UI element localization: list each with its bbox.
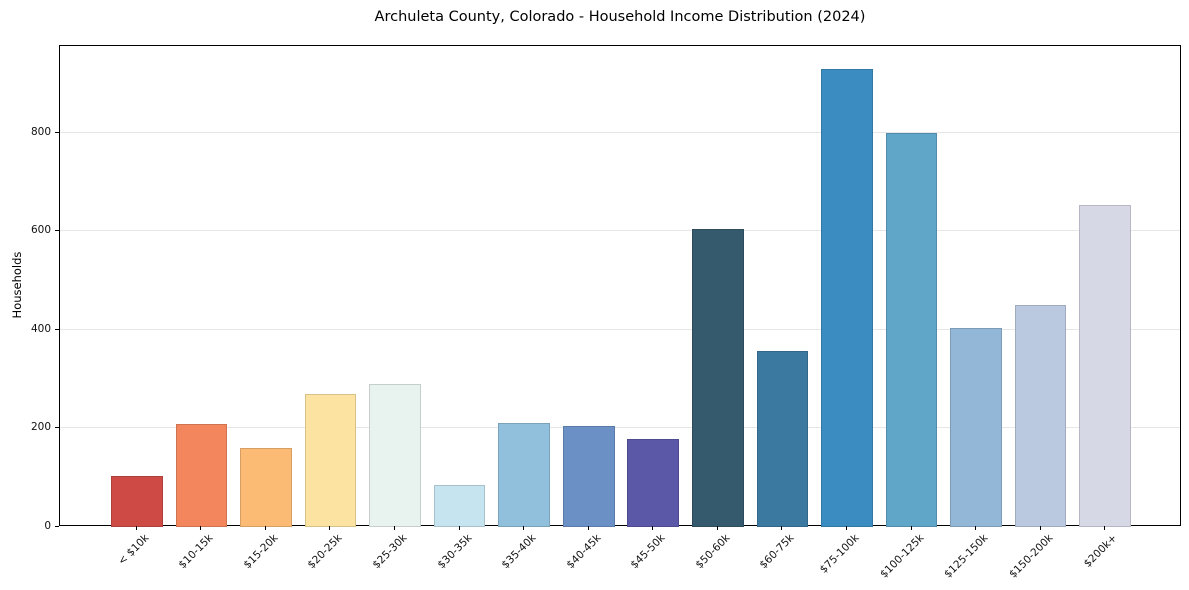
x-tick-mark-7 <box>587 526 589 530</box>
gridline-800 <box>60 131 1180 133</box>
x-tick-mark-13 <box>975 526 977 530</box>
bar-$35-40k <box>498 423 550 527</box>
bar-$30-35k <box>433 484 486 527</box>
gridline-400 <box>60 328 1180 330</box>
y-tick-label-200: 200 <box>30 421 51 434</box>
bar-$150-200k <box>1014 305 1067 527</box>
bar-$45-50k <box>627 438 680 527</box>
bar-< $10k <box>111 476 163 527</box>
bar-$75-100k <box>821 68 873 527</box>
x-tick-mark-8 <box>652 526 654 530</box>
chart-title: Archuleta County, Colorado - Household I… <box>374 9 866 25</box>
bar-$40-45k <box>562 426 615 527</box>
plot-area <box>59 45 1181 527</box>
x-tick-mark-2 <box>264 526 266 530</box>
x-tick-mark-5 <box>458 526 460 530</box>
x-tick-mark-14 <box>1039 526 1041 530</box>
y-tick-mark-400 <box>55 328 59 330</box>
gridline-600 <box>60 230 1180 232</box>
x-tick-mark-4 <box>394 526 396 530</box>
bar-$25-30k <box>369 383 421 527</box>
bar-$50-60k <box>692 229 744 527</box>
x-tick-mark-10 <box>781 526 783 530</box>
x-tick-mark-6 <box>523 526 525 530</box>
bar-$15-20k <box>240 447 292 527</box>
gridline-200 <box>60 427 1180 429</box>
bar-$100-125k <box>885 132 938 527</box>
bar-$20-25k <box>304 394 357 527</box>
x-tick-mark-0 <box>135 526 137 530</box>
bar-$10-15k <box>175 423 228 527</box>
y-tick-mark-200 <box>55 427 59 429</box>
y-tick-mark-800 <box>55 131 59 133</box>
x-tick-mark-11 <box>845 526 847 530</box>
x-tick-mark-15 <box>1104 526 1106 530</box>
bar-$200k+ <box>1079 205 1131 527</box>
y-tick-label-600: 600 <box>30 224 51 237</box>
y-tick-mark-600 <box>55 230 59 232</box>
x-tick-mark-9 <box>716 526 718 530</box>
y-tick-label-400: 400 <box>30 322 51 335</box>
bar-$60-75k <box>756 351 809 527</box>
y-tick-label-800: 800 <box>30 125 51 138</box>
x-tick-mark-1 <box>200 526 202 530</box>
x-tick-mark-12 <box>910 526 912 530</box>
y-tick-label-0: 0 <box>44 520 51 532</box>
y-tick-mark-0 <box>55 526 59 527</box>
x-tick-mark-3 <box>329 526 331 530</box>
x-tick-label-0: < $10k <box>115 532 152 568</box>
bar-$125-150k <box>950 327 1002 527</box>
